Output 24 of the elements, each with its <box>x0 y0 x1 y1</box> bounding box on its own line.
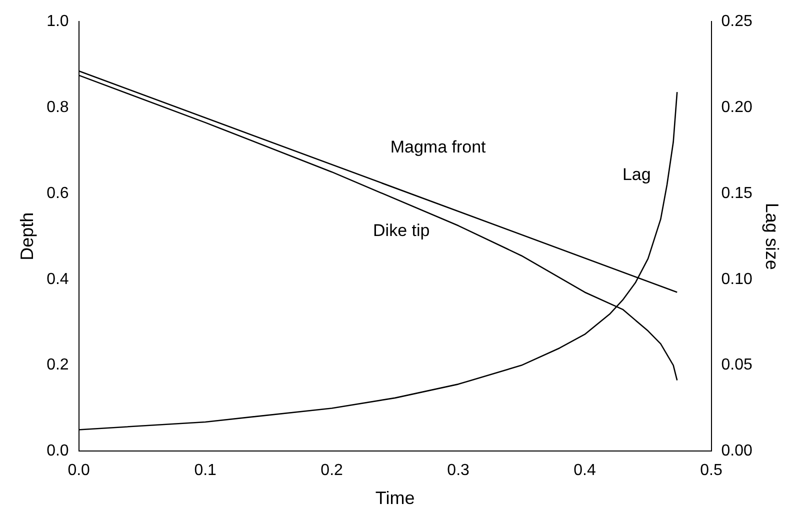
y-tick-label: 0.0 <box>46 442 69 460</box>
y-tick-label: 1.0 <box>46 13 69 30</box>
y2-tick-label: 0.15 <box>721 184 752 202</box>
y-tick-label: 0.6 <box>46 184 69 202</box>
y-axis-title: Depth <box>16 212 37 260</box>
series-label: Lag <box>622 165 651 184</box>
y2-axis-title: Lag size <box>762 202 782 270</box>
x-tick-label: 0.4 <box>574 462 596 480</box>
x-tick-label: 0.2 <box>320 462 344 480</box>
y2-tick-label: 0.05 <box>721 356 752 374</box>
y2-tick-label: 0.10 <box>721 270 752 288</box>
x-tick-label: 0.5 <box>700 462 722 480</box>
y2-tick-label: 0.20 <box>721 98 752 116</box>
x-tick-label: 0.3 <box>447 462 470 480</box>
series-label: Dike tip <box>373 221 430 240</box>
y2-tick-label: 0.00 <box>721 442 752 460</box>
x-tick-label: 0.1 <box>194 462 217 480</box>
x-axis-title: Time <box>375 488 415 508</box>
y-tick-label: 0.2 <box>46 356 69 374</box>
y-tick-label: 0.4 <box>46 270 69 288</box>
series-label: Magma front <box>390 138 486 157</box>
y2-tick-label: 0.25 <box>721 13 752 30</box>
y-tick-label: 0.8 <box>46 98 69 116</box>
x-tick-label: 0.0 <box>68 462 90 480</box>
